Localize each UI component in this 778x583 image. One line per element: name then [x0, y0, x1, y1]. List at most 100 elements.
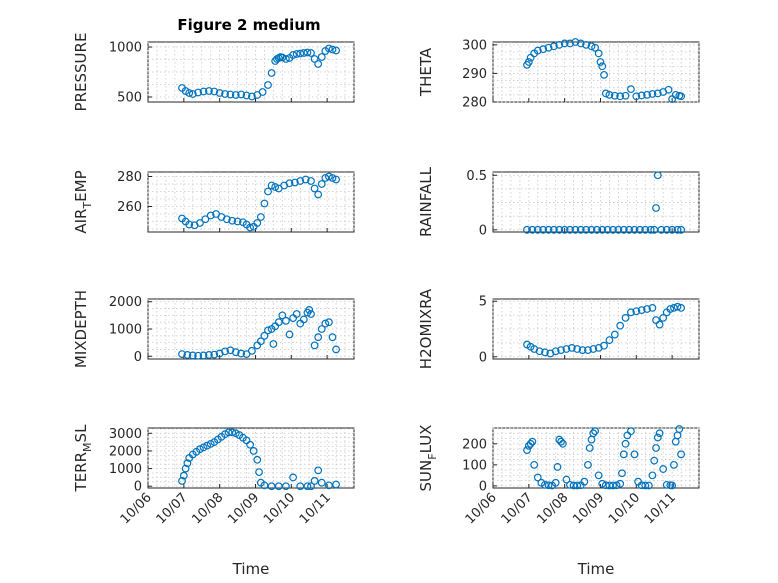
axes-box [147, 298, 355, 360]
data-point [228, 428, 237, 437]
data-point [544, 43, 553, 52]
data-point [328, 333, 337, 342]
data-point [592, 225, 601, 234]
data-points [523, 171, 685, 234]
data-point [185, 89, 194, 97]
y-tick-label: 0 [479, 223, 487, 238]
data-point [267, 181, 276, 190]
y-label-tail: EMP [72, 170, 90, 201]
data-point [555, 225, 564, 234]
data-point [332, 46, 340, 55]
data-point [194, 351, 203, 360]
data-point [648, 90, 657, 98]
y-tick-label: 0 [479, 479, 487, 494]
data-point [310, 55, 319, 63]
data-point [194, 88, 203, 97]
data-point [601, 89, 610, 98]
data-point [659, 465, 668, 473]
data-point [178, 477, 186, 485]
data-point [188, 351, 197, 360]
chart-title: Figure 2 medium [177, 16, 320, 34]
data-point [652, 204, 660, 212]
y-tick-label: 2000 [109, 444, 142, 459]
x-tick-label: 10/10 [261, 490, 298, 527]
data-point [576, 225, 585, 234]
data-point [305, 306, 314, 314]
subplot-terr-msl: 0 1000 2000 3000 10/0610/0710/0810/0910/1010… [72, 424, 355, 578]
data-point [282, 482, 290, 491]
data-point [292, 310, 301, 318]
data-points [523, 38, 685, 104]
data-point [253, 219, 262, 227]
y-tick-label: 0 [479, 350, 487, 365]
y-axis-label: H2OMIXRA [417, 288, 435, 369]
data-point [662, 480, 671, 489]
data-point [603, 225, 612, 234]
data-point [627, 85, 635, 94]
data-point [653, 89, 662, 98]
data-point [258, 88, 267, 96]
data-point [657, 225, 666, 234]
data-point [643, 90, 651, 99]
data-point [567, 343, 576, 352]
subplot-theta: 280 290 300 THETA [417, 38, 700, 111]
data-point [560, 225, 569, 234]
data-point [632, 307, 641, 316]
data-point [178, 350, 186, 358]
y-axis-label: PRESSURE [72, 33, 90, 112]
data-point [260, 199, 269, 208]
data-point [196, 219, 204, 227]
data-point [533, 473, 542, 482]
data-points [523, 302, 685, 358]
data-point [269, 340, 278, 348]
data-point [571, 225, 580, 234]
x-axis-label: Time [232, 560, 270, 578]
x-tick-label: 10/10 [606, 490, 643, 527]
data-point [616, 92, 625, 101]
data-point [310, 477, 319, 485]
axes-box [492, 171, 700, 233]
data-point [641, 481, 650, 490]
data-point [181, 464, 190, 473]
data-point [328, 45, 337, 54]
y-label-main: TERR [72, 452, 90, 493]
subplot-mixdepth: 0 1000 2000 MIXDEPTH [72, 290, 355, 368]
data-point [539, 45, 548, 54]
data-point [589, 345, 598, 353]
data-point [321, 319, 330, 328]
data-point [652, 444, 660, 452]
x-tick-label: 10/09 [570, 490, 607, 527]
data-point [247, 346, 256, 355]
data-point [325, 172, 333, 181]
y-tick-label: 260 [117, 200, 142, 215]
y-label-main: RAINFALL [417, 166, 435, 237]
data-point [591, 427, 600, 436]
data-point [619, 450, 628, 459]
data-point [560, 39, 569, 48]
data-point [544, 225, 553, 234]
data-point [585, 444, 594, 452]
data-point [641, 225, 650, 234]
y-tick-label: 280 [117, 170, 142, 185]
data-point [562, 345, 571, 353]
data-point [226, 346, 235, 355]
data-point [646, 225, 655, 234]
data-point [591, 43, 600, 52]
data-point [655, 320, 664, 329]
data-point [222, 215, 231, 224]
data-point [584, 460, 592, 469]
data-point [616, 479, 625, 488]
data-point [562, 475, 571, 484]
data-point [247, 92, 256, 101]
data-point [255, 468, 263, 477]
data-point [653, 171, 662, 180]
data-point [673, 225, 682, 234]
x-axis-label: Time [577, 560, 615, 578]
data-point [605, 90, 614, 99]
data-point [637, 91, 646, 100]
data-point [677, 450, 685, 459]
data-point [206, 211, 215, 220]
data-point [630, 450, 639, 459]
data-point [551, 347, 560, 356]
data-point [533, 225, 542, 234]
